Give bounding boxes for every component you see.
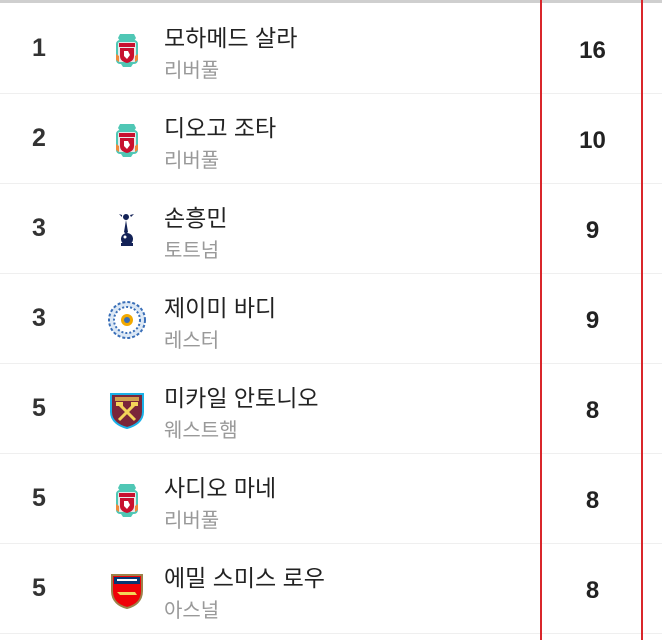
player-name[interactable]: 미카일 안토니오 bbox=[164, 385, 319, 411]
liverpool-crest-icon bbox=[108, 30, 146, 70]
westham-crest-icon bbox=[108, 390, 146, 430]
goals-count: 10 bbox=[579, 127, 606, 154]
team-name: 리버풀 bbox=[164, 150, 220, 172]
tottenham-crest-icon bbox=[108, 210, 146, 250]
table-row[interactable]: 5 미카일 안토니오 웨스트햄 8 bbox=[0, 364, 662, 454]
table-top-border bbox=[0, 0, 662, 3]
team-name: 레스터 bbox=[164, 330, 220, 352]
goals-count: 16 bbox=[579, 37, 606, 64]
rank: 1 bbox=[32, 34, 46, 62]
table-row[interactable]: 5 에밀 스미스 로우 아스널 8 bbox=[0, 544, 662, 634]
team-name: 아스널 bbox=[164, 600, 220, 622]
liverpool-crest-icon bbox=[108, 120, 146, 160]
team-name: 웨스트햄 bbox=[164, 420, 238, 442]
table-row[interactable]: 2 디오고 조타 리버풀 10 bbox=[0, 94, 662, 184]
leicester-crest-icon bbox=[108, 300, 146, 340]
player-name[interactable]: 제이미 바디 bbox=[164, 295, 277, 321]
goals-count: 8 bbox=[585, 397, 600, 424]
rank: 3 bbox=[32, 214, 46, 242]
rank: 5 bbox=[32, 484, 46, 512]
goals-count: 8 bbox=[585, 487, 600, 514]
column-highlight-right-border bbox=[641, 0, 643, 640]
scorer-table: 1 모하메드 살라 리버풀 16 2 디오고 조타 리버풀 10 3 손흥민 토트넘… bbox=[0, 4, 662, 634]
table-row[interactable]: 5 사디오 마네 리버풀 8 bbox=[0, 454, 662, 544]
rank: 5 bbox=[32, 394, 46, 422]
table-row[interactable]: 1 모하메드 살라 리버풀 16 bbox=[0, 4, 662, 94]
arsenal-crest-icon bbox=[108, 570, 146, 610]
table-row[interactable]: 3 제이미 바디 레스터 9 bbox=[0, 274, 662, 364]
table-row[interactable]: 3 손흥민 토트넘 9 bbox=[0, 184, 662, 274]
player-name[interactable]: 에밀 스미스 로우 bbox=[164, 565, 325, 591]
column-highlight-left-border bbox=[540, 0, 542, 640]
player-name[interactable]: 모하메드 살라 bbox=[164, 25, 298, 51]
rank: 5 bbox=[32, 574, 46, 602]
rank: 2 bbox=[32, 124, 46, 152]
goals-count: 9 bbox=[585, 217, 600, 244]
goals-count: 8 bbox=[585, 577, 600, 604]
rank: 3 bbox=[32, 304, 46, 332]
team-name: 리버풀 bbox=[164, 510, 220, 532]
player-name[interactable]: 손흥민 bbox=[164, 205, 228, 231]
player-name[interactable]: 사디오 마네 bbox=[164, 475, 277, 501]
player-name[interactable]: 디오고 조타 bbox=[164, 115, 277, 141]
liverpool-crest-icon bbox=[108, 480, 146, 520]
team-name: 리버풀 bbox=[164, 60, 220, 82]
team-name: 토트넘 bbox=[164, 240, 220, 262]
goals-count: 9 bbox=[585, 307, 600, 334]
